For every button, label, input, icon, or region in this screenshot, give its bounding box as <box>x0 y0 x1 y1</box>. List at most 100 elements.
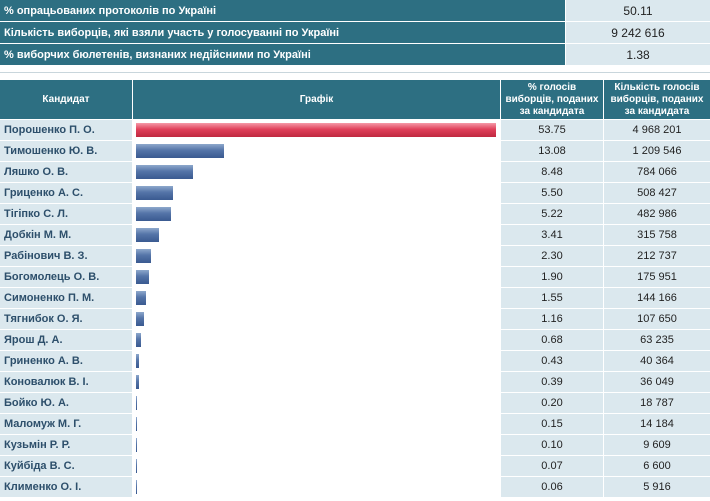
vote-bar <box>136 417 137 431</box>
vote-percent: 53.75 <box>501 120 604 141</box>
results-body: Порошенко П. О. 53.75 4 968 201 Тимошенко Ю… <box>0 120 710 498</box>
candidate-name: Куйбіда В. С. <box>0 456 133 477</box>
candidate-name: Ярош Д. А. <box>0 330 133 351</box>
graph-cell <box>133 162 501 183</box>
table-row: Клименко О. І. 0.06 5 916 <box>0 477 710 498</box>
table-row: Богомолець О. В. 1.90 175 951 <box>0 267 710 288</box>
vote-bar <box>136 438 137 452</box>
vote-bar <box>136 207 171 221</box>
summary-value: 50.11 <box>566 0 710 22</box>
vote-percent: 1.55 <box>501 288 604 309</box>
vote-percent: 5.22 <box>501 204 604 225</box>
vote-bar <box>136 291 146 305</box>
vote-count: 482 986 <box>604 204 710 225</box>
summary-table: % опрацьованих протоколів по Україні 50.… <box>0 0 710 66</box>
graph-cell <box>133 477 501 498</box>
vote-count: 175 951 <box>604 267 710 288</box>
graph-cell <box>133 372 501 393</box>
graph-cell <box>133 414 501 435</box>
table-row: Тігіпко С. Л. 5.22 482 986 <box>0 204 710 225</box>
vote-percent: 0.39 <box>501 372 604 393</box>
vote-count: 14 184 <box>604 414 710 435</box>
vote-bar <box>136 396 137 410</box>
candidate-name: Тігіпко С. Л. <box>0 204 133 225</box>
vote-count: 9 609 <box>604 435 710 456</box>
vote-percent: 0.15 <box>501 414 604 435</box>
graph-cell <box>133 267 501 288</box>
candidate-name: Бойко Ю. А. <box>0 393 133 414</box>
vote-bar <box>136 333 141 347</box>
vote-count: 144 166 <box>604 288 710 309</box>
candidate-name: Добкін М. М. <box>0 225 133 246</box>
graph-cell <box>133 435 501 456</box>
vote-bar <box>136 354 139 368</box>
header-candidate: Кандидат <box>0 80 133 120</box>
table-row: Тимошенко Ю. В. 13.08 1 209 546 <box>0 141 710 162</box>
header-pct: % голосів виборців, поданих за кандидата <box>501 80 604 120</box>
header-votes: Кількість голосів виборців, поданих за к… <box>604 80 710 120</box>
vote-count: 107 650 <box>604 309 710 330</box>
vote-bar <box>136 270 149 284</box>
summary-row: % виборчих бюлетенів, визнаних недійсним… <box>0 44 710 66</box>
candidate-name: Рабінович В. З. <box>0 246 133 267</box>
graph-cell <box>133 330 501 351</box>
candidate-name: Гриненко А. В. <box>0 351 133 372</box>
header-graph: Графік <box>133 80 501 120</box>
graph-cell <box>133 225 501 246</box>
table-row: Гриненко А. В. 0.43 40 364 <box>0 351 710 372</box>
candidate-name: Богомолець О. В. <box>0 267 133 288</box>
vote-count: 18 787 <box>604 393 710 414</box>
graph-cell <box>133 246 501 267</box>
vote-percent: 0.43 <box>501 351 604 372</box>
vote-bar <box>136 186 173 200</box>
vote-percent: 2.30 <box>501 246 604 267</box>
vote-bar <box>136 228 159 242</box>
vote-bar <box>136 144 224 158</box>
header-row: Кандидат Графік % голосів виборців, пода… <box>0 80 710 120</box>
candidate-name: Коновалюк В. І. <box>0 372 133 393</box>
summary-value: 9 242 616 <box>566 22 710 44</box>
table-row: Ляшко О. В. 8.48 784 066 <box>0 162 710 183</box>
candidate-name: Ляшко О. В. <box>0 162 133 183</box>
vote-percent: 0.10 <box>501 435 604 456</box>
vote-count: 6 600 <box>604 456 710 477</box>
table-row: Порошенко П. О. 53.75 4 968 201 <box>0 120 710 141</box>
candidate-name: Гриценко А. С. <box>0 183 133 204</box>
vote-percent: 0.20 <box>501 393 604 414</box>
candidate-name: Кузьмін Р. Р. <box>0 435 133 456</box>
table-row: Маломуж М. Г. 0.15 14 184 <box>0 414 710 435</box>
vote-percent: 13.08 <box>501 141 604 162</box>
vote-count: 508 427 <box>604 183 710 204</box>
vote-bar <box>136 312 144 326</box>
graph-cell <box>133 204 501 225</box>
vote-count: 40 364 <box>604 351 710 372</box>
vote-count: 784 066 <box>604 162 710 183</box>
candidate-name: Тягнибок О. Я. <box>0 309 133 330</box>
vote-percent: 0.07 <box>501 456 604 477</box>
table-row: Бойко Ю. А. 0.20 18 787 <box>0 393 710 414</box>
divider <box>0 72 710 73</box>
table-row: Тягнибок О. Я. 1.16 107 650 <box>0 309 710 330</box>
table-row: Коновалюк В. І. 0.39 36 049 <box>0 372 710 393</box>
table-row: Кузьмін Р. Р. 0.10 9 609 <box>0 435 710 456</box>
vote-percent: 5.50 <box>501 183 604 204</box>
summary-label: Кількість виборців, які взяли участь у г… <box>0 22 566 44</box>
graph-cell <box>133 141 501 162</box>
summary-label: % виборчих бюлетенів, визнаних недійсним… <box>0 44 566 66</box>
candidate-name: Порошенко П. О. <box>0 120 133 141</box>
vote-percent: 8.48 <box>501 162 604 183</box>
vote-count: 36 049 <box>604 372 710 393</box>
graph-cell <box>133 120 501 141</box>
table-row: Рабінович В. З. 2.30 212 737 <box>0 246 710 267</box>
vote-percent: 0.68 <box>501 330 604 351</box>
table-row: Куйбіда В. С. 0.07 6 600 <box>0 456 710 477</box>
summary-row: Кількість виборців, які взяли участь у г… <box>0 22 710 44</box>
vote-percent: 1.90 <box>501 267 604 288</box>
vote-count: 5 916 <box>604 477 710 498</box>
vote-count: 63 235 <box>604 330 710 351</box>
vote-count: 4 968 201 <box>604 120 710 141</box>
candidate-name: Маломуж М. Г. <box>0 414 133 435</box>
graph-cell <box>133 351 501 372</box>
vote-bar <box>136 123 496 137</box>
graph-cell <box>133 183 501 204</box>
